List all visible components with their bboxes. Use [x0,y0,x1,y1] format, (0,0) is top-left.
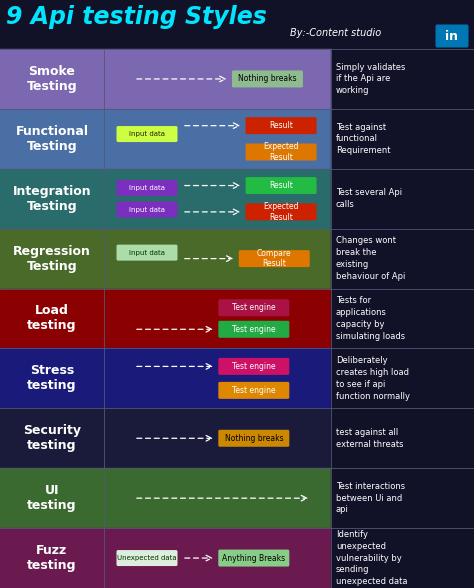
Text: Test engine: Test engine [232,303,276,312]
FancyBboxPatch shape [219,430,289,447]
FancyBboxPatch shape [219,358,289,375]
Text: Functional
Testing: Functional Testing [16,125,89,153]
Text: Tests for
applications
capacity by
simulating loads: Tests for applications capacity by simul… [336,296,405,340]
Text: Regression
Testing: Regression Testing [13,245,91,273]
Text: Input data: Input data [129,131,165,137]
Text: Test several Api
calls: Test several Api calls [336,188,402,209]
Text: Nothing breaks: Nothing breaks [225,434,283,443]
Bar [331,408,474,468]
Text: Result: Result [269,181,293,190]
Text: Security
testing: Security testing [23,425,81,452]
FancyBboxPatch shape [117,180,177,196]
Bar [0,49,331,109]
Text: Input data: Input data [129,185,165,191]
FancyBboxPatch shape [219,550,289,567]
Bar [331,109,474,169]
Text: Input data: Input data [129,206,165,212]
Text: Expected
Result: Expected Result [264,142,299,162]
Text: Changes wont
break the
existing
behaviour of Api: Changes wont break the existing behaviou… [336,236,405,281]
Text: Smoke
Testing: Smoke Testing [27,65,77,93]
Bar [331,349,474,408]
Text: Anything Breaks: Anything Breaks [222,553,285,563]
FancyBboxPatch shape [117,550,177,566]
Bar [0,528,331,588]
FancyBboxPatch shape [239,250,310,267]
Text: Stress
testing: Stress testing [27,365,77,392]
FancyBboxPatch shape [232,71,303,88]
FancyBboxPatch shape [117,245,177,260]
FancyBboxPatch shape [117,202,177,218]
Bar [331,528,474,588]
Bar [0,169,331,229]
Bar [0,229,331,289]
FancyBboxPatch shape [246,177,317,194]
FancyBboxPatch shape [246,203,317,220]
Bar [0,349,331,408]
Bar [0,468,331,528]
FancyBboxPatch shape [219,299,289,316]
Bar [331,289,474,349]
Bar [0,289,331,349]
Text: Nothing breaks: Nothing breaks [238,75,297,83]
FancyBboxPatch shape [117,126,177,142]
Text: Compare
Result: Compare Result [257,249,292,268]
FancyBboxPatch shape [219,382,289,399]
Text: 9 Api testing Styles: 9 Api testing Styles [6,5,267,29]
Bar [331,229,474,289]
Bar [0,0,474,49]
Text: Test against
functional
Requirement: Test against functional Requirement [336,122,391,155]
Text: By:-Content studio: By:-Content studio [290,28,381,38]
FancyBboxPatch shape [246,143,317,161]
Text: Test engine: Test engine [232,362,276,371]
Text: Deliberately
creates high load
to see if api
function normally: Deliberately creates high load to see if… [336,356,410,400]
Text: Unexpected data: Unexpected data [117,555,177,561]
Text: UI
testing: UI testing [27,484,77,512]
Bar [331,49,474,109]
Text: Input data: Input data [129,250,165,256]
Bar [0,408,331,468]
FancyBboxPatch shape [436,25,468,48]
Text: Test engine: Test engine [232,386,276,395]
Text: Load
testing: Load testing [27,305,77,332]
Bar [331,468,474,528]
Text: Test interactions
between Ui and
api: Test interactions between Ui and api [336,482,405,514]
Text: Expected
Result: Expected Result [264,202,299,222]
Text: test against all
external threats: test against all external threats [336,428,403,449]
Text: in: in [446,29,458,42]
Text: Simply validates
if the Api are
working: Simply validates if the Api are working [336,63,405,95]
Text: Test engine: Test engine [232,325,276,334]
Bar [331,169,474,229]
FancyBboxPatch shape [219,321,289,338]
Text: Integration
Testing: Integration Testing [13,185,91,213]
Bar [0,109,331,169]
FancyBboxPatch shape [246,117,317,134]
Text: Result: Result [269,121,293,130]
Text: Identify
unexpected
vulnerability by
sending
unexpected data: Identify unexpected vulnerability by sen… [336,530,408,586]
Text: Fuzz
testing: Fuzz testing [27,544,77,572]
